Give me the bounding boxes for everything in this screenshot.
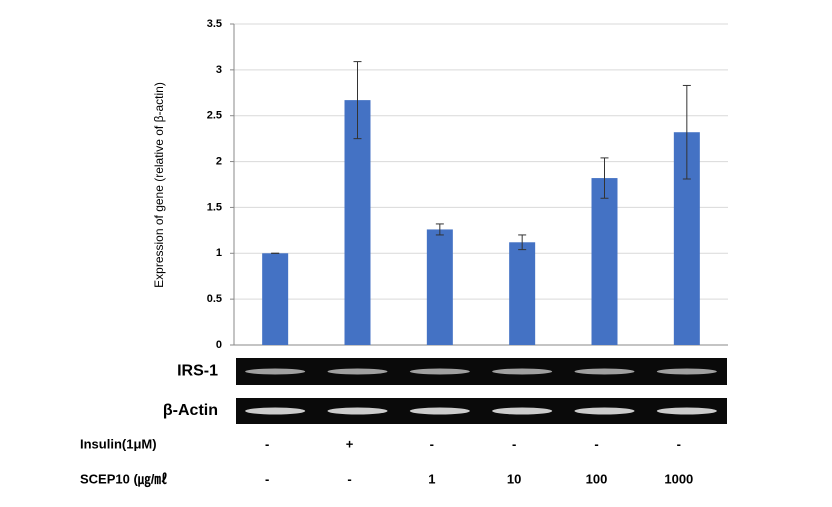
treatment-value: 10 xyxy=(507,471,521,486)
treatment-value: - xyxy=(677,436,681,451)
bar xyxy=(426,229,453,345)
bar xyxy=(509,242,536,345)
treatment-value: - xyxy=(347,471,351,486)
error-bar xyxy=(518,234,527,251)
y-tick-label: 0 xyxy=(216,339,222,351)
error-bar xyxy=(682,84,691,180)
y-tick-label: 2.5 xyxy=(207,110,222,122)
y-tick-label: 1 xyxy=(216,247,222,259)
gel-band xyxy=(245,368,306,375)
gel-image xyxy=(236,398,727,424)
error-bar xyxy=(600,157,609,199)
gel-row-label: IRS-1 xyxy=(177,363,218,380)
bar xyxy=(262,253,289,345)
y-axis-label: Expression of gene (relative of β-actin) xyxy=(152,82,166,288)
gel-band xyxy=(245,407,306,415)
treatment-value: 1 xyxy=(428,471,435,486)
y-tick-label: 0.5 xyxy=(207,293,222,305)
gel-band xyxy=(574,368,635,375)
treatment-label: SCEP10 (㎍/㎖ xyxy=(80,471,167,488)
gel-band xyxy=(327,368,388,375)
gel-band xyxy=(492,368,553,375)
treatment-value: - xyxy=(512,436,516,451)
bar xyxy=(591,178,618,345)
treatment-value: + xyxy=(346,436,354,451)
treatment-value: - xyxy=(265,436,269,451)
gel-image xyxy=(236,358,727,385)
bar xyxy=(344,100,371,345)
gel-band xyxy=(409,368,470,375)
treatment-value: - xyxy=(430,436,434,451)
treatment-value: 1000 xyxy=(664,471,693,486)
treatment-label: Insulin(1μM) xyxy=(80,436,157,451)
error-bar xyxy=(435,223,444,236)
treatment-value: - xyxy=(265,471,269,486)
y-tick-label: 3 xyxy=(216,64,222,76)
error-bar xyxy=(353,61,362,140)
treatment-value: - xyxy=(594,436,598,451)
y-tick-label: 2 xyxy=(216,155,222,167)
treatment-value: 100 xyxy=(586,471,608,486)
gel-row-label: β-Actin xyxy=(163,402,218,419)
y-tick-label: 1.5 xyxy=(207,201,222,213)
gel-band xyxy=(656,407,717,415)
gel-band xyxy=(409,407,470,415)
gel-band xyxy=(327,407,388,415)
gel-band xyxy=(492,407,553,415)
gel-band xyxy=(656,368,717,375)
gel-band xyxy=(574,407,635,415)
y-tick-label: 3.5 xyxy=(207,18,222,30)
